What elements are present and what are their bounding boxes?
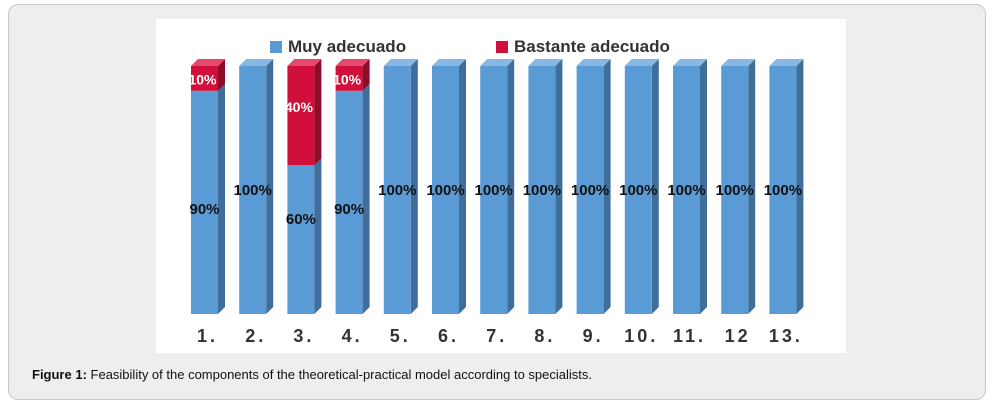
bar-muy-adecuado (769, 66, 797, 314)
x-tick-label: 4. (342, 326, 363, 346)
bar-muy-adecuado (624, 66, 652, 314)
bar-muy-adecuado (576, 66, 604, 314)
legend-swatch-bastante (496, 41, 508, 53)
bar-side-muy (507, 59, 515, 314)
bar-side-bastante (218, 59, 225, 91)
figure-caption: Figure 1: Feasibility of the components … (32, 367, 592, 382)
bars-group (191, 59, 804, 314)
bar-muy-adecuado (480, 66, 508, 314)
bar-top-face (721, 59, 756, 66)
data-label-muy: 100% (716, 182, 754, 199)
bar-muy-adecuado (335, 90, 363, 314)
bar-bastante-adecuado (191, 66, 218, 91)
legend-label-muy: Muy adecuado (288, 37, 406, 56)
data-label-muy: 100% (619, 182, 657, 199)
data-label-muy: 90% (189, 201, 219, 218)
data-label-muy: 100% (426, 182, 464, 199)
bar-muy-adecuado (239, 66, 267, 314)
data-label-bastante: 10% (333, 71, 362, 87)
bar-side-bastante (314, 59, 322, 166)
x-tick-label: 9. (583, 326, 604, 346)
bar-bastante-adecuado (335, 66, 363, 91)
bar-side-muy (410, 59, 418, 314)
data-label-bastante: 10% (188, 71, 217, 87)
x-tick-label: 3. (293, 326, 314, 346)
bar-side-muy (603, 59, 611, 314)
bar-muy-adecuado (432, 66, 459, 314)
x-tick-label: 12 (725, 326, 751, 346)
x-tick-label: 7. (486, 326, 507, 346)
caption-text: Feasibility of the components of the the… (86, 367, 592, 382)
data-label-muy: 100% (571, 182, 609, 199)
bar-bastante-adecuado (287, 66, 315, 166)
bar-side-muy (796, 59, 804, 314)
bar-side-muy (555, 59, 563, 314)
bar-muy-adecuado (721, 66, 749, 314)
bar-side-muy (700, 59, 707, 314)
x-tick-label: 11. (673, 326, 706, 346)
x-tick-label: 6. (438, 326, 459, 346)
x-tick-label: 5. (390, 326, 411, 346)
data-label-muy: 100% (475, 182, 513, 199)
x-tick-label: 13. (769, 326, 803, 346)
bar-top-face (432, 59, 466, 66)
data-label-muy: 100% (667, 182, 705, 199)
x-tick-labels: 1. 2. 3. 4. 5. 6. 7. 8. 9. 10. 11. 12 13. (197, 326, 803, 346)
bar-side-muy (748, 59, 756, 314)
legend: Muy adecuado Bastante adecuado (270, 37, 670, 56)
bar-top-face (673, 59, 707, 66)
bar-side-muy (459, 59, 466, 314)
data-label-muy: 100% (378, 182, 416, 199)
data-label-muy: 100% (764, 182, 802, 199)
bar-side-bastante (362, 59, 370, 91)
bar-side-muy (651, 59, 659, 314)
bar-top-face (769, 59, 804, 66)
data-labels-group: 90% 10% 100% 60% 40% 90% 10% 100% 100% 100% 100% 10… (188, 71, 802, 228)
bar-muy-adecuado (383, 66, 411, 314)
bar-top-face (576, 59, 611, 66)
x-tick-label: 10. (624, 326, 658, 346)
data-label-muy: 60% (286, 211, 316, 228)
bar-side-muy (362, 83, 370, 314)
bar-top-face (528, 59, 563, 66)
data-label-bastante: 40% (285, 99, 314, 115)
bar-side-muy (314, 158, 322, 314)
data-label-muy: 100% (234, 182, 272, 199)
bar-muy-adecuado (528, 66, 556, 314)
chart-area: Muy adecuado Bastante adecuado 90% 10% 100… (156, 19, 846, 353)
figure-frame: Muy adecuado Bastante adecuado 90% 10% 100… (8, 4, 986, 400)
caption-label: Figure 1: (32, 367, 87, 382)
data-label-muy: 90% (334, 201, 364, 218)
bar-top-face (480, 59, 515, 66)
legend-label-bastante: Bastante adecuado (514, 37, 670, 56)
bar-muy-adecuado (191, 90, 218, 314)
bar-top-face (624, 59, 659, 66)
data-label-muy: 100% (523, 182, 561, 199)
x-tick-label: 1. (197, 326, 218, 346)
bar-muy-adecuado (673, 66, 700, 314)
x-tick-label: 2. (245, 326, 266, 346)
bar-top-face (239, 59, 274, 66)
legend-swatch-muy (270, 41, 282, 53)
bar-muy-adecuado (287, 165, 315, 314)
bar-top-face (287, 59, 322, 66)
stacked-bar-chart: Muy adecuado Bastante adecuado 90% 10% 100… (188, 37, 804, 346)
bar-side-muy (266, 59, 274, 314)
bar-side-muy (218, 83, 225, 314)
bar-top-face (191, 59, 225, 66)
x-tick-label: 8. (534, 326, 555, 346)
bar-top-face (383, 59, 418, 66)
bar-top-face (335, 59, 370, 66)
